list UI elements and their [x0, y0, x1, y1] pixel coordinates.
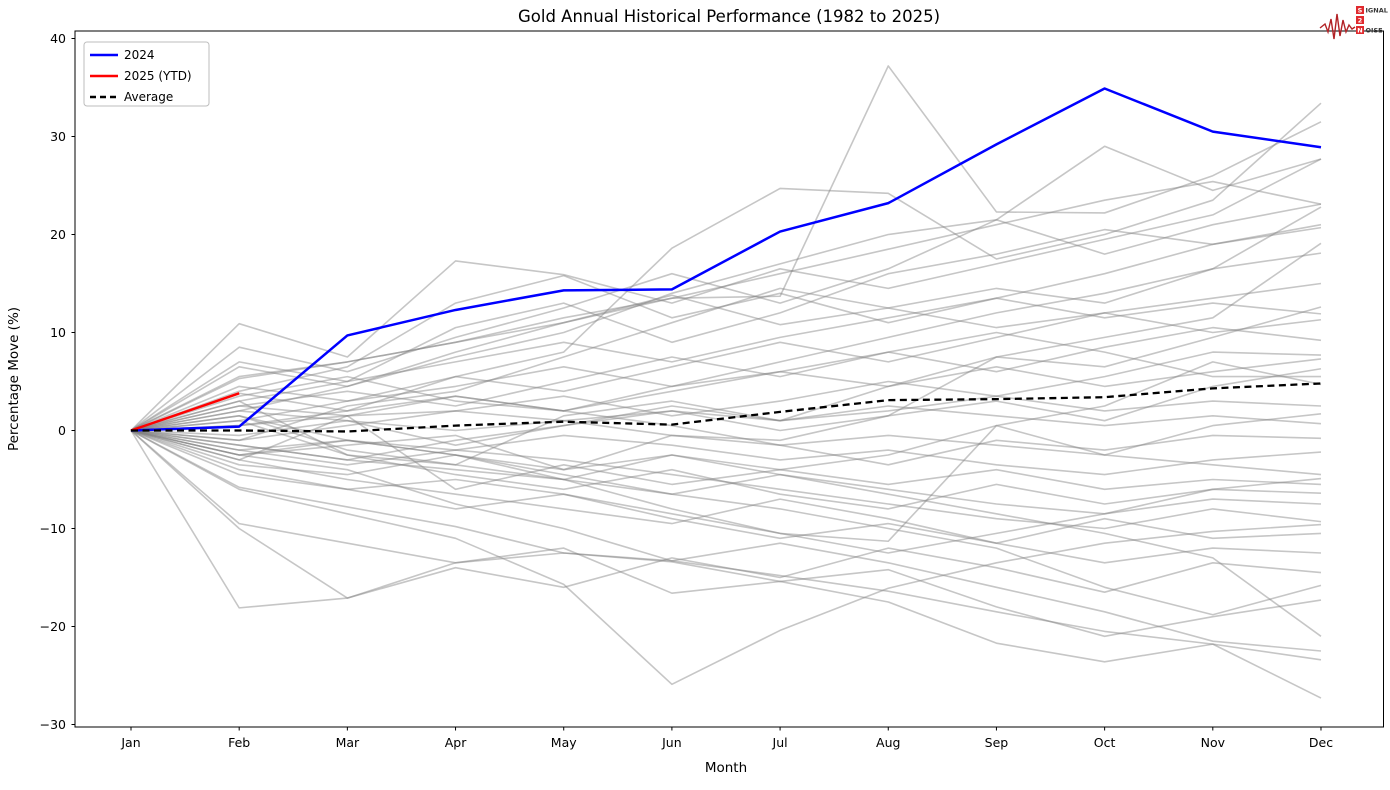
year-line-1986	[130, 414, 1322, 616]
year-line-1991	[130, 419, 1322, 510]
year-line-2013	[130, 430, 1322, 652]
year-line-2010	[130, 102, 1322, 432]
legend-label-2025: 2025 (YTD)	[124, 69, 192, 83]
year-line-1990	[130, 429, 1322, 554]
year-line-1994	[130, 282, 1322, 442]
y-tick-label: 30	[50, 129, 66, 144]
x-tick-label: Mar	[336, 735, 360, 750]
year-line-1989	[130, 429, 1322, 564]
logo-letter-s: S	[1358, 7, 1363, 15]
logo-word-ignal: IGNAL	[1366, 7, 1388, 15]
year-line-2022	[130, 429, 1322, 545]
year-line-2009	[130, 223, 1322, 432]
year-line-2002	[130, 395, 1322, 461]
year-line-2000	[130, 413, 1322, 543]
year-line-2003	[130, 206, 1322, 432]
x-tick-label: Jan	[120, 735, 140, 750]
y-tick-label: 20	[50, 227, 66, 242]
y-tick-label: −30	[40, 717, 66, 732]
logo-waveform-icon	[1319, 13, 1356, 40]
y-tick-label: 40	[50, 31, 66, 46]
logo-word-oise: OISE	[1366, 27, 1383, 35]
y-tick-label: −10	[40, 521, 66, 536]
logo-letter-n: N	[1357, 27, 1362, 35]
year-line-2023	[130, 297, 1322, 432]
year-line-1998	[130, 429, 1322, 637]
series-line-2025-ytd-	[130, 392, 240, 432]
y-tick-label: 10	[50, 325, 66, 340]
year-line-2020	[130, 367, 1322, 447]
chart-title: Gold Annual Historical Performance (1982…	[518, 7, 940, 26]
year-line-2015	[130, 203, 1322, 432]
series-line-average	[131, 382, 1322, 433]
series-line-2024	[130, 87, 1322, 432]
x-axis-label: Month	[705, 760, 747, 776]
logo-box-s	[1356, 6, 1364, 14]
x-tick-label: Nov	[1201, 735, 1226, 750]
year-line-2011	[130, 145, 1322, 432]
plot-border	[74, 30, 1384, 728]
x-tick-label: Aug	[876, 735, 900, 750]
legend: 2024 2025 (YTD) Average	[83, 41, 210, 107]
year-line-2007	[130, 226, 1322, 432]
y-tick-label: 0	[58, 423, 66, 438]
x-tick-label: Feb	[228, 735, 250, 750]
year-line-1987	[130, 252, 1322, 432]
year-line-2021	[130, 331, 1321, 432]
x-tick-label: Sep	[985, 735, 1009, 750]
year-line-2018	[130, 351, 1322, 442]
x-tick-label: Dec	[1309, 735, 1333, 750]
x-tick-label: Oct	[1094, 735, 1116, 750]
legend-label-2024: 2024	[124, 48, 155, 62]
x-tick-label: Apr	[445, 735, 467, 750]
year-line-1997	[130, 410, 1322, 476]
year-line-1985	[130, 429, 1322, 638]
year-line-1996	[130, 405, 1322, 432]
y-tick-label: −20	[40, 619, 66, 634]
year-line-2005	[130, 361, 1322, 491]
year-line-2012	[130, 429, 1322, 699]
year-line-1984	[130, 429, 1322, 661]
legend-box	[83, 41, 210, 107]
year-line-2017	[130, 326, 1322, 432]
year-line-2001	[130, 414, 1322, 491]
signal2noise-logo: S IGNAL 2 N OISE	[1319, 6, 1388, 40]
logo-box-2	[1356, 16, 1364, 24]
year-line-1995	[130, 429, 1322, 476]
year-line-1993	[130, 429, 1322, 515]
year-line-2006	[130, 306, 1322, 471]
data-lines	[130, 65, 1322, 699]
x-tick-label: Jul	[772, 735, 788, 750]
x-tick-label: May	[551, 735, 577, 750]
year-line-1983	[130, 65, 1322, 432]
year-line-2019	[130, 358, 1322, 432]
legend-label-average: Average	[124, 90, 173, 104]
year-line-1982	[130, 429, 1322, 686]
logo-letter-2: 2	[1358, 17, 1363, 25]
year-line-1992	[130, 429, 1322, 530]
year-line-2014	[130, 429, 1322, 599]
logo-box-n	[1356, 26, 1364, 34]
y-axis-label: Percentage Move (%)	[6, 307, 22, 451]
year-line-1988	[130, 180, 1322, 432]
axes-ticks: 40 30 20 10 0 −10 −20 −30 Jan Feb Mar Apr May Jun Jul A…	[40, 31, 1334, 750]
year-line-1999	[130, 395, 1322, 466]
year-line-2004	[130, 242, 1322, 466]
year-line-2016	[130, 312, 1322, 432]
x-tick-label: Jun	[661, 735, 682, 750]
